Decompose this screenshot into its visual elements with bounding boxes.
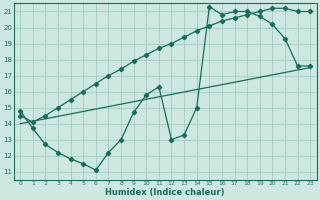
- X-axis label: Humidex (Indice chaleur): Humidex (Indice chaleur): [106, 188, 225, 197]
